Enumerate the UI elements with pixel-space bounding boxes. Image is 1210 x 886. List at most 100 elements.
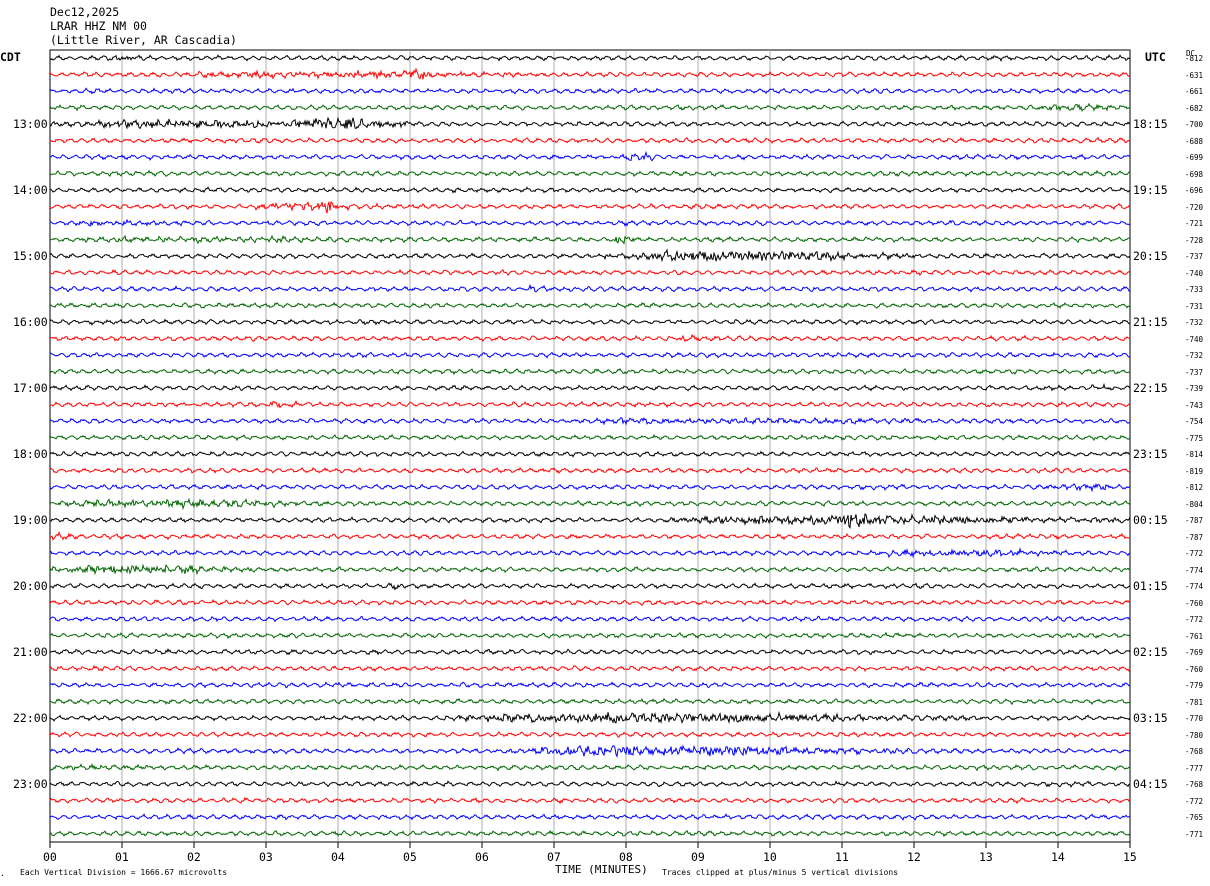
trace-line [49, 116, 1131, 130]
left-hour-label: 16:00 [13, 315, 48, 329]
right-hour-label: 23:15 [1133, 447, 1168, 461]
chart-station: LRAR HHZ NM 00 [50, 19, 147, 33]
trace-dc-value: -721 [1185, 219, 1204, 228]
right-hour-label: 00:15 [1133, 513, 1168, 527]
right-hour-label: 19:15 [1133, 183, 1168, 197]
trace-dc-value: -780 [1185, 730, 1204, 740]
trace-line [49, 169, 1131, 178]
right-hour-label: 02:15 [1133, 645, 1168, 659]
right-hour-label: 21:15 [1133, 315, 1168, 329]
trace-line [49, 648, 1131, 656]
trace-dc-value: -781 [1185, 697, 1204, 707]
trace-dc-value: -768 [1185, 780, 1204, 789]
trace-dc-value: -740 [1185, 334, 1204, 344]
trace-line [50, 150, 1131, 162]
trace-dc-value: -754 [1185, 417, 1204, 426]
trace-line [49, 54, 1131, 62]
left-hour-label: 17:00 [13, 381, 48, 395]
trace-line [50, 136, 1131, 144]
chart-date: Dec12,2025 [50, 5, 120, 19]
grid-lines [49, 49, 1131, 843]
trace-line [49, 248, 1131, 263]
x-tick-label: 01 [115, 850, 129, 864]
x-tick-label: 04 [331, 850, 345, 864]
x-tick-label: 05 [403, 850, 417, 864]
trace-dc-value: -772 [1185, 549, 1204, 558]
seismic-traces [49, 54, 1131, 838]
trace-line [49, 744, 1131, 758]
trace-line [50, 697, 1131, 706]
trace-dc-value: -731 [1185, 301, 1204, 311]
trace-dc-value: -768 [1185, 747, 1204, 756]
trace-line [49, 482, 1131, 493]
trace-line [49, 87, 1131, 95]
trace-line [49, 400, 1131, 409]
trace-dc-value: -771 [1185, 829, 1204, 839]
trace-line [49, 450, 1131, 458]
x-tick-label: 02 [187, 850, 201, 864]
trace-dc-value: -728 [1185, 235, 1204, 245]
trace-dc-value: -760 [1185, 664, 1204, 674]
trace-line [49, 813, 1131, 821]
x-tick-label: 14 [1051, 850, 1065, 864]
trace-line [49, 615, 1131, 623]
trace-line [49, 631, 1131, 640]
left-hour-label: 20:00 [13, 579, 48, 593]
right-hour-label: 03:15 [1133, 711, 1168, 725]
left-hour-label: 23:00 [13, 777, 48, 791]
trace-dc-value: -774 [1185, 582, 1204, 591]
right-hour-label: 04:15 [1133, 777, 1168, 791]
trace-line [49, 582, 1131, 591]
trace-line [49, 67, 1131, 80]
trace-line [49, 763, 1130, 772]
trace-line [49, 467, 1131, 474]
trace-dc-value: -804 [1185, 499, 1204, 509]
right-hour-label: 20:15 [1133, 249, 1168, 263]
left-hour-label: 14:00 [13, 183, 48, 197]
trace-dc-value: -631 [1185, 70, 1204, 80]
scale-note: Each Vertical Division = 1666.67 microvo… [20, 868, 228, 877]
right-hour-label: 18:15 [1133, 117, 1168, 131]
trace-dc-value: -787 [1185, 532, 1204, 542]
trace-dc-value: -761 [1185, 631, 1204, 641]
x-tick-label: 03 [259, 850, 273, 864]
x-tick-label: 12 [907, 850, 921, 864]
trace-dc-value: -772 [1185, 796, 1204, 806]
trace-line [49, 796, 1131, 805]
trace-dc-value: -770 [1185, 714, 1204, 723]
right-hour-label: 01:15 [1133, 579, 1168, 593]
trace-line [49, 829, 1131, 838]
chart-location: (Little River, AR Cascadia) [50, 33, 237, 47]
trace-line [49, 664, 1131, 672]
trace-dc-value: -737 [1185, 252, 1204, 261]
trace-line [49, 368, 1131, 376]
trace-dc-value: -812 [1185, 483, 1204, 492]
trace-line [49, 333, 1131, 343]
trace-dc-value: -732 [1185, 351, 1204, 360]
trace-line [49, 301, 1131, 309]
x-tick-label: 13 [979, 850, 993, 864]
right-timezone-label: UTC [1145, 50, 1166, 64]
x-tick-label: 08 [619, 850, 633, 864]
left-hour-label: 22:00 [13, 711, 48, 725]
left-hour-label: 13:00 [13, 117, 48, 131]
trace-line [49, 318, 1131, 326]
clip-note: Traces clipped at plus/minus 5 vertical … [662, 868, 899, 877]
trace-dc-value: -775 [1185, 433, 1204, 443]
trace-line [49, 283, 1131, 293]
trace-dc-value: -739 [1185, 384, 1204, 393]
trace-dc-value: -737 [1185, 367, 1204, 377]
trace-line [49, 497, 1131, 511]
trace-line [49, 382, 1131, 392]
trace-dc-value: -760 [1185, 598, 1204, 608]
trace-line [49, 681, 1131, 689]
trace-dc-value: -696 [1185, 186, 1204, 195]
trace-dc-value: -814 [1185, 450, 1204, 459]
trace-dc-value: -720 [1185, 202, 1204, 212]
right-hour-label: 22:15 [1133, 381, 1168, 395]
left-timezone-label: CDT [0, 50, 21, 64]
trace-dc-value: -682 [1185, 103, 1204, 113]
trace-line [49, 563, 1131, 576]
trace-dc-value: -779 [1185, 681, 1204, 690]
left-hour-label: 21:00 [13, 645, 48, 659]
